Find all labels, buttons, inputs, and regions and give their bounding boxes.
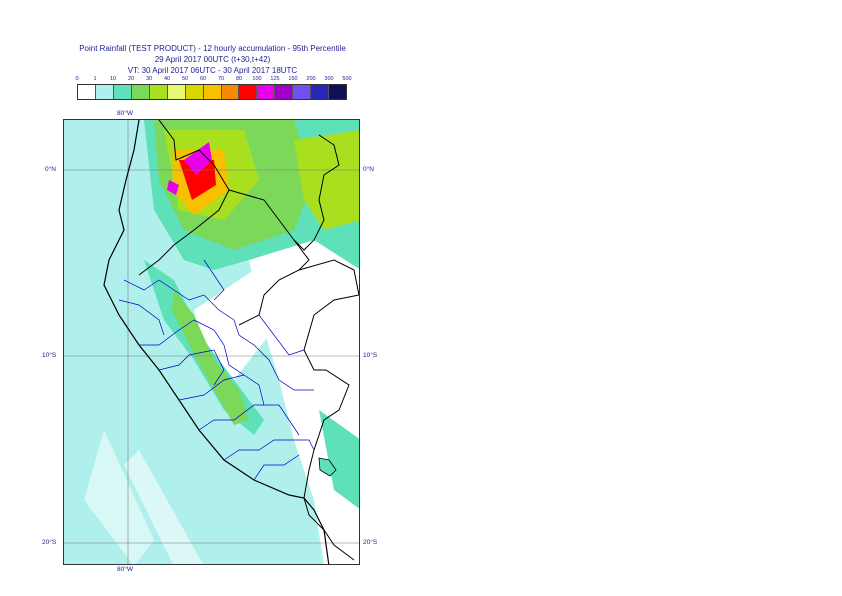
legend-tick-label: 70 — [217, 76, 225, 82]
lon-label-bottom: 80°W — [117, 566, 133, 573]
legend-tick-labels: 0 1 10 20 30 40 50 60 70 80 100 125 150 200 300 500 — [75, 76, 351, 85]
legend-tick-label: 125 — [270, 76, 280, 82]
rainfall-map — [64, 120, 359, 564]
rain-core-magenta — [167, 180, 179, 195]
lat-label-20-right: 20°S — [363, 539, 378, 546]
title-line-3: VT: 30 April 2017 06UTC - 30 April 2017 … — [127, 66, 298, 75]
legend-tick-label: 200 — [306, 76, 316, 82]
legend-tick-label: 60 — [199, 76, 207, 82]
legend-swatch — [95, 85, 114, 99]
lat-label-0-left: 0°N — [45, 166, 56, 173]
legend-tick-label: 40 — [163, 76, 171, 82]
legend-swatch — [275, 85, 294, 99]
legend-tick-label: 50 — [181, 76, 189, 82]
legend-swatch — [311, 85, 330, 99]
rain-band-heavy — [294, 130, 359, 230]
legend-tick-label: 150 — [288, 76, 298, 82]
legend-swatch — [113, 85, 132, 99]
legend-swatch — [131, 85, 150, 99]
lat-label-0-right: 0°N — [363, 166, 374, 173]
legend-tick-label: 500 — [342, 76, 352, 82]
legend-tick-label: 30 — [145, 76, 153, 82]
national-border — [303, 497, 355, 561]
lat-label-10-right: 10°S — [363, 352, 378, 359]
lake-titicaca — [318, 457, 337, 477]
title-line-1: Point Rainfall (TEST PRODUCT) - 12 hourl… — [79, 44, 346, 53]
national-border — [298, 259, 359, 499]
legend-swatch — [149, 85, 168, 99]
legend-tick-label: 80 — [235, 76, 243, 82]
legend-swatch — [293, 85, 312, 99]
map-panel[interactable] — [63, 119, 360, 565]
legend-tick-label: 0 — [75, 76, 79, 82]
legend-tick-label: 1 — [93, 76, 97, 82]
national-border — [293, 134, 340, 251]
legend-color-bar — [77, 84, 347, 100]
legend-swatch — [203, 85, 222, 99]
map-title: Point Rainfall (TEST PRODUCT) - 12 hourl… — [0, 43, 425, 76]
andes-rain-band — [172, 290, 249, 425]
legend-swatch — [167, 85, 186, 99]
title-line-2: 29 April 2017 00UTC (t+30,t+42) — [154, 55, 271, 64]
lon-label-top: 80°W — [117, 110, 133, 117]
legend-tick-label: 20 — [127, 76, 135, 82]
rain-core-magenta — [184, 142, 212, 175]
rainfall-legend: 0 1 10 20 30 40 50 60 70 80 100 125 150 200 300 500 — [75, 76, 352, 102]
legend-tick-label: 10 — [109, 76, 117, 82]
lat-label-20-left: 20°S — [42, 539, 57, 546]
legend-tick-label: 100 — [252, 76, 262, 82]
lat-label-10-left: 10°S — [42, 352, 57, 359]
admin-borders — [118, 259, 315, 481]
legend-swatch — [78, 85, 96, 99]
legend-swatch — [329, 85, 347, 99]
rain-band-moderate — [319, 410, 359, 509]
national-border — [228, 189, 310, 326]
legend-tick-label: 300 — [324, 76, 334, 82]
legend-swatch — [239, 85, 258, 99]
dry-streak — [124, 450, 203, 564]
legend-swatch — [185, 85, 204, 99]
legend-swatch — [257, 85, 276, 99]
dry-streak — [84, 430, 154, 564]
legend-swatch — [221, 85, 240, 99]
